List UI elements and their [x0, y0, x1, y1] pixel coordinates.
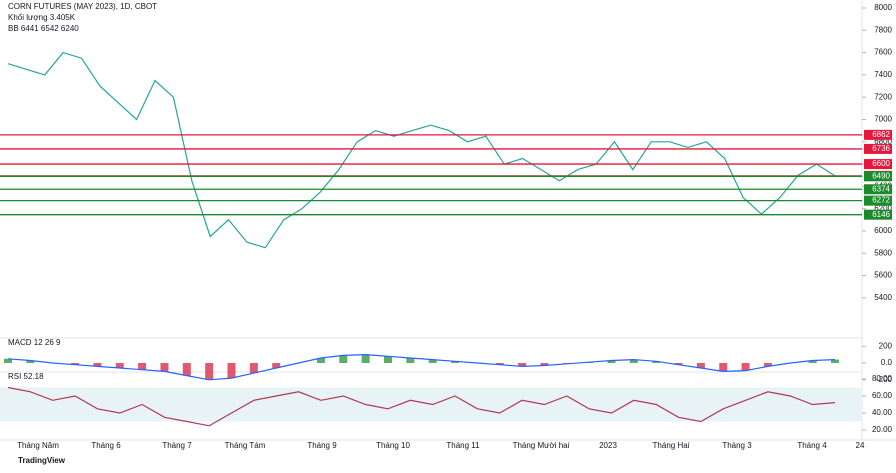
macd-bar	[406, 357, 415, 363]
macd-bar	[696, 363, 705, 369]
x-tick-label: Tháng 11	[446, 441, 480, 450]
y-tick-label: 7000	[874, 115, 892, 124]
macd-bar	[249, 363, 258, 374]
macd-bar	[71, 363, 80, 365]
macd-bar	[451, 361, 460, 363]
x-tick-label: Tháng Hai	[653, 441, 690, 450]
level-tag	[864, 171, 892, 182]
level-label: 6146	[872, 210, 890, 219]
y-tick-label: 5600	[874, 271, 892, 280]
macd-bar	[227, 363, 236, 379]
macd-bar	[831, 359, 839, 363]
macd-bar	[339, 355, 348, 363]
x-tick-label: Tháng Tám	[225, 441, 266, 450]
x-tick-label: Tháng Năm	[17, 441, 59, 450]
macd-bar	[719, 363, 728, 372]
macd-bar	[607, 360, 616, 363]
macd-bar	[160, 363, 169, 372]
brand: TradingView	[18, 456, 66, 465]
level-label: 6272	[872, 196, 890, 205]
macd-bar	[4, 358, 12, 363]
title: CORN FUTURES (MAY 2023), 1D, CBOT	[8, 2, 157, 11]
level-tag	[864, 184, 892, 195]
level-tag	[864, 209, 892, 220]
y-tick-label: 80.00	[872, 374, 893, 383]
y-tick-label: 5400	[874, 293, 892, 302]
line-line	[7, 51, 836, 249]
level-label: 6374	[872, 184, 890, 193]
x-tick-label: Tháng Mười hai	[513, 441, 570, 450]
level-label: 6736	[872, 144, 890, 153]
level-tag	[864, 143, 892, 154]
y-tick-label: -200	[876, 375, 893, 384]
x-tick-label: Tháng 7	[162, 441, 192, 450]
level-tag	[864, 129, 892, 140]
macd-bar	[540, 363, 549, 366]
level-label: 6490	[872, 171, 890, 180]
macd-bar	[138, 363, 147, 370]
y-tick-label: 200	[879, 341, 893, 350]
y-tick-label: 7800	[874, 25, 892, 34]
macd-bar	[428, 359, 437, 363]
macd-bar	[361, 354, 370, 363]
rsi-title: RSI 52.18	[8, 372, 44, 381]
y-tick-label: 40.00	[872, 408, 893, 417]
bb-label: BB 6441 6542 6240	[8, 24, 79, 33]
macd-bar	[26, 360, 35, 363]
y-tick-label: 7200	[874, 92, 892, 101]
macd-bar	[518, 363, 527, 367]
volume-label: Khối lượng 3.405K	[8, 13, 76, 22]
macd-bar	[808, 360, 817, 363]
x-tick-label: 2023	[599, 441, 617, 450]
macd-bar	[629, 359, 638, 363]
macd-bar	[674, 363, 683, 365]
y-tick-label: 6800	[874, 137, 892, 146]
macd-bar	[741, 363, 750, 371]
x-tick-label: Tháng 9	[307, 441, 337, 450]
macd-title: MACD 12 26 9	[8, 338, 61, 347]
macd-bar	[495, 363, 504, 365]
level-tag	[864, 195, 892, 206]
rsi-line	[7, 386, 836, 427]
macd-bar	[316, 357, 325, 363]
macd-bar	[272, 363, 281, 369]
macd-bar	[652, 361, 661, 363]
y-tick-label: 20.00	[872, 425, 893, 434]
y-tick-label: 5800	[874, 248, 892, 257]
x-tick-label: Tháng 6	[91, 441, 121, 450]
level-tag	[864, 159, 892, 170]
y-tick-label: 8000	[874, 3, 892, 12]
x-tick-label: Tháng 10	[376, 441, 410, 450]
y-tick-label: 7400	[874, 70, 892, 79]
level-label: 6600	[872, 159, 890, 168]
macd-bar	[383, 356, 392, 363]
macd-line	[7, 353, 836, 381]
y-tick-label: 6000	[874, 226, 892, 235]
x-tick-label: Tháng 4	[797, 441, 827, 450]
macd-bar	[182, 363, 191, 376]
macd-bar	[205, 363, 214, 380]
macd-bar	[115, 363, 124, 369]
y-tick-label: 60.00	[872, 391, 893, 400]
x-tick-label: 24	[856, 441, 865, 450]
level-label: 6862	[872, 130, 890, 139]
x-tick-label: Tháng 3	[722, 441, 752, 450]
y-tick-label: 6200	[874, 204, 892, 213]
y-tick-label: 7600	[874, 48, 892, 57]
y-tick-label: 0.0	[881, 358, 893, 367]
macd-bar	[763, 363, 772, 367]
macd-bar	[93, 363, 102, 367]
